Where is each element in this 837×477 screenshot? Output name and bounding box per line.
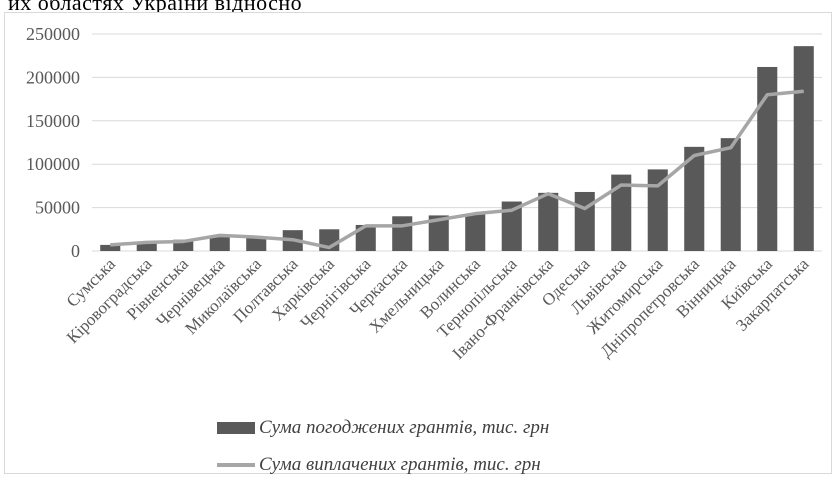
bar (355, 224, 376, 251)
bar (136, 242, 157, 251)
line-path (110, 89, 804, 250)
legend-item-approved: Сума погоджених грантів, тис. грн (217, 417, 549, 439)
y-tick-label: 50000 (35, 198, 80, 218)
bar (173, 239, 194, 251)
y-tick-label: 250000 (26, 24, 80, 44)
bar (574, 191, 595, 251)
clipped-page-title: их областях України відносно (8, 0, 303, 15)
legend-item-paid: Сума виплачених грантів, тис. грн (217, 454, 541, 476)
bar (538, 192, 559, 251)
legend-label-paid: Сума виплачених грантів, тис. грн (259, 454, 541, 475)
y-tick-label: 200000 (26, 67, 80, 87)
bar (465, 214, 486, 251)
bar (611, 174, 632, 251)
bar (720, 138, 741, 251)
bar (684, 146, 705, 251)
bar (246, 237, 267, 251)
legend-label-approved: Сума погоджених грантів, тис. грн (259, 417, 550, 438)
x-axis-labels: СумськаКіровоградськаРівненськаЧернівець… (63, 254, 813, 363)
bar (100, 244, 121, 251)
bar (793, 46, 814, 251)
bar (209, 237, 230, 251)
y-axis-ticks: 0 50000 100000 150000 200000 250000 (26, 24, 80, 261)
y-tick-label: 150000 (26, 111, 80, 131)
bar (757, 66, 778, 251)
bar (647, 169, 668, 251)
y-tick-label: 100000 (26, 154, 80, 174)
bar (428, 215, 449, 251)
legend-swatch-bar (217, 422, 255, 434)
line-series (110, 89, 804, 250)
bar (501, 201, 522, 251)
y-tick-label: 0 (71, 241, 80, 261)
bar-series (100, 46, 814, 251)
legend-swatch-line (217, 463, 255, 467)
bar (392, 216, 413, 251)
